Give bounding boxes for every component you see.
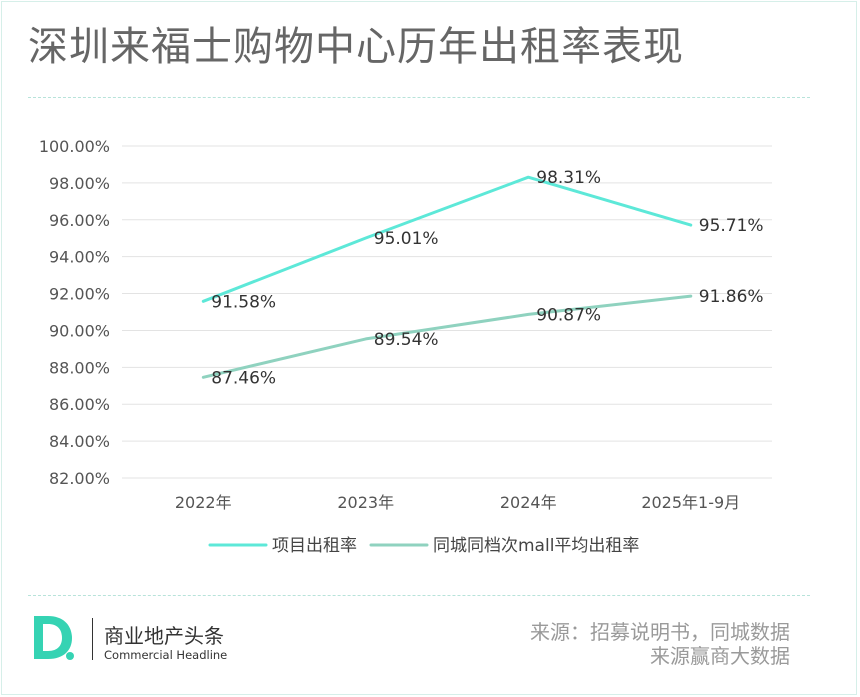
brand-logo-icon: [34, 616, 74, 660]
data-label: 90.87%: [536, 305, 601, 325]
data-label: 95.71%: [699, 216, 764, 236]
y-tick-label: 86.00%: [49, 395, 110, 414]
y-tick-label: 98.00%: [49, 174, 110, 193]
top-divider: [28, 97, 810, 98]
y-tick-label: 88.00%: [49, 358, 110, 377]
brand-name-cn: 商业地产头条: [104, 624, 224, 648]
y-tick-label: 92.00%: [49, 285, 110, 304]
y-tick-label: 94.00%: [49, 248, 110, 267]
source-line-2: 来源赢商大数据: [650, 644, 790, 668]
legend-label-1: 项目出租率: [272, 536, 357, 556]
page-title: 深圳来福士购物中心历年出租率表现: [28, 24, 684, 70]
data-label: 89.54%: [374, 330, 439, 350]
brand-name-en: Commercial Headline: [104, 648, 228, 662]
y-tick-label: 82.00%: [49, 469, 110, 488]
bottom-divider: [28, 595, 810, 596]
x-tick-label: 2022年: [175, 493, 232, 512]
y-tick-label: 96.00%: [49, 211, 110, 230]
data-label: 87.46%: [211, 368, 276, 388]
series-line-2: [201, 294, 693, 379]
y-tick-label: 90.00%: [49, 321, 110, 340]
source-note: 来源：招募说明书，同城数据 来源赢商大数据: [530, 620, 790, 668]
x-tick-label: 2025年1-9月: [641, 493, 740, 512]
data-label: 91.58%: [211, 292, 276, 312]
y-tick-label: 100.00%: [39, 137, 110, 156]
y-tick-label: 84.00%: [49, 432, 110, 451]
series-line-1: [201, 175, 693, 303]
brand-divider: [92, 618, 93, 660]
line-chart: 100.00% 98.00% 96.00% 94.00% 92.00% 90.00% 88.…: [39, 137, 772, 556]
source-line-1: 来源：招募说明书，同城数据: [530, 620, 790, 644]
x-tick-label: 2024年: [500, 493, 557, 512]
data-label: 91.86%: [699, 287, 764, 307]
data-label: 95.01%: [374, 229, 439, 249]
x-tick-label: 2023年: [337, 493, 394, 512]
data-label: 98.31%: [536, 168, 601, 188]
legend-label-2: 同城同档次mall平均出租率: [433, 536, 639, 556]
